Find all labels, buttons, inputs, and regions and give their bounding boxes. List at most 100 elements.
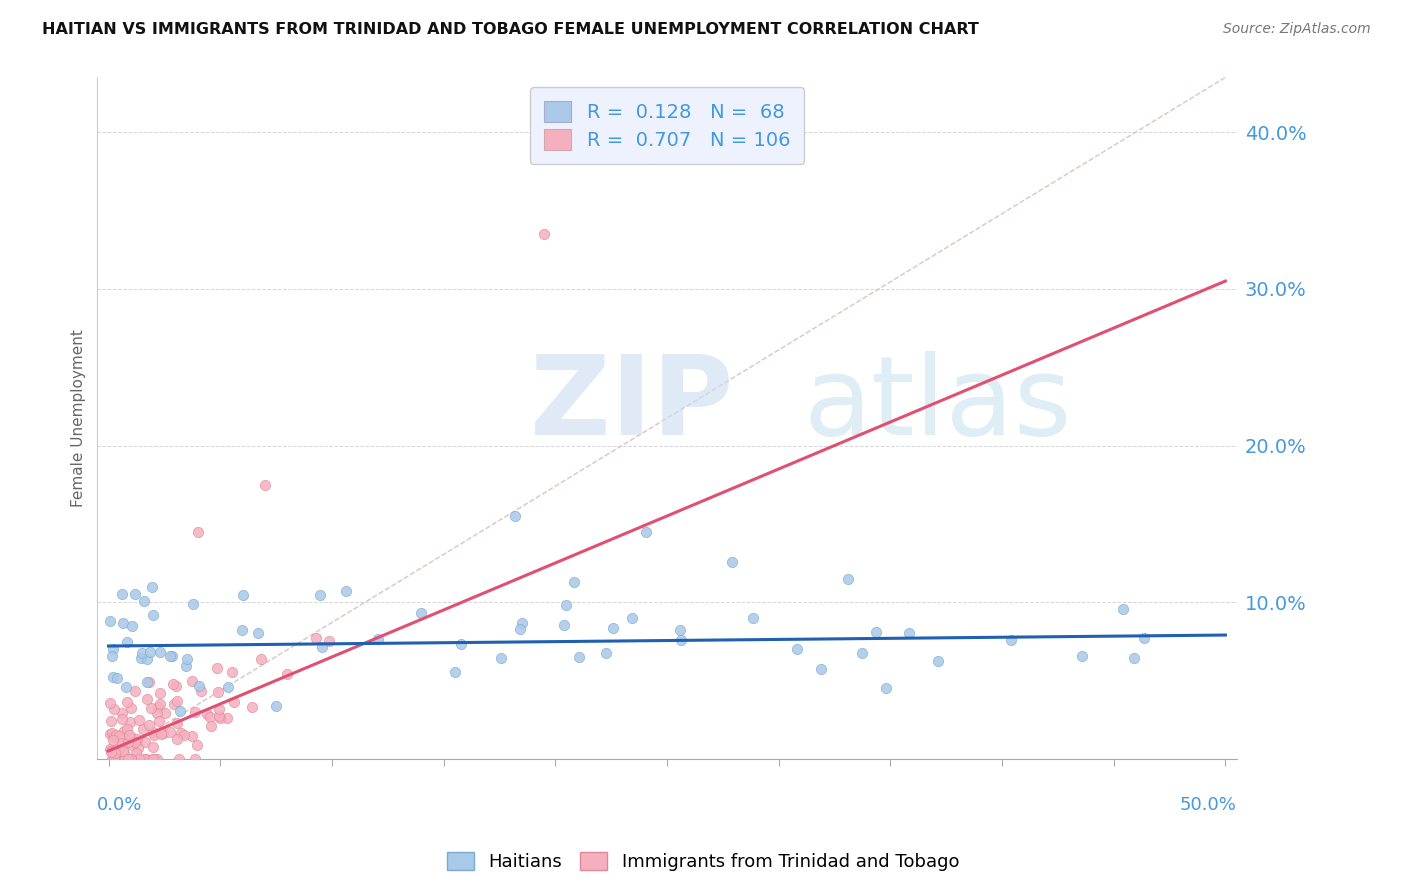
Point bbox=[142, 607, 165, 622]
Point bbox=[112, 746, 135, 760]
Text: ZIP: ZIP bbox=[530, 351, 734, 458]
Point bbox=[195, 707, 218, 722]
Point bbox=[115, 723, 138, 737]
Point bbox=[553, 617, 575, 632]
Point bbox=[120, 701, 142, 715]
Point bbox=[112, 616, 135, 631]
Point bbox=[1112, 602, 1135, 616]
Point bbox=[897, 625, 920, 640]
Point bbox=[136, 652, 159, 666]
Point bbox=[152, 726, 174, 740]
Point bbox=[120, 752, 142, 766]
Point bbox=[103, 752, 125, 766]
Point bbox=[98, 727, 121, 741]
Point bbox=[142, 752, 165, 766]
Point bbox=[875, 681, 897, 695]
Point bbox=[786, 642, 808, 657]
Point bbox=[146, 706, 169, 721]
Point bbox=[810, 662, 832, 676]
Point bbox=[208, 709, 231, 723]
Point bbox=[148, 714, 170, 728]
Text: 50.0%: 50.0% bbox=[1180, 797, 1236, 814]
Point bbox=[141, 700, 163, 714]
Point bbox=[107, 746, 129, 760]
Point bbox=[128, 752, 150, 766]
Point bbox=[309, 588, 332, 602]
Point bbox=[1123, 651, 1146, 665]
Point bbox=[1133, 632, 1156, 646]
Point bbox=[98, 614, 121, 628]
Point bbox=[101, 670, 124, 684]
Point bbox=[208, 702, 231, 716]
Point bbox=[444, 665, 467, 679]
Point bbox=[139, 645, 162, 659]
Point bbox=[555, 598, 578, 612]
Point bbox=[200, 719, 222, 733]
Point bbox=[105, 728, 128, 742]
Point bbox=[837, 572, 859, 586]
Point bbox=[115, 695, 138, 709]
Point bbox=[167, 752, 190, 766]
Point bbox=[246, 626, 269, 640]
Point bbox=[621, 610, 644, 624]
Point bbox=[100, 752, 122, 766]
Point bbox=[114, 752, 136, 766]
Point bbox=[851, 647, 873, 661]
Point bbox=[217, 681, 239, 695]
Point bbox=[276, 667, 298, 681]
Point bbox=[568, 650, 591, 665]
Point bbox=[149, 686, 172, 700]
Point bbox=[231, 624, 253, 638]
Point bbox=[114, 752, 136, 766]
Point bbox=[409, 606, 432, 620]
Point bbox=[335, 584, 357, 599]
Point bbox=[111, 587, 134, 601]
Point bbox=[132, 752, 155, 766]
Point bbox=[208, 711, 231, 725]
Point bbox=[162, 677, 184, 691]
Point bbox=[149, 645, 172, 659]
Point bbox=[121, 738, 143, 752]
Y-axis label: Female Unemployment: Female Unemployment bbox=[72, 329, 86, 507]
Point bbox=[100, 745, 122, 759]
Point bbox=[190, 683, 212, 698]
Point bbox=[101, 648, 124, 663]
Point bbox=[509, 622, 531, 636]
Point bbox=[562, 575, 585, 590]
Legend: R =  0.128   N =  68, R =  0.707   N = 106: R = 0.128 N = 68, R = 0.707 N = 106 bbox=[530, 87, 804, 163]
Point bbox=[143, 752, 166, 766]
Point bbox=[165, 680, 187, 694]
Point bbox=[127, 741, 149, 756]
Point bbox=[112, 744, 135, 758]
Point bbox=[143, 728, 166, 742]
Point bbox=[166, 715, 188, 730]
Point bbox=[188, 679, 211, 693]
Point bbox=[136, 691, 159, 706]
Text: atlas: atlas bbox=[804, 351, 1073, 458]
Point bbox=[742, 611, 765, 625]
Text: HAITIAN VS IMMIGRANTS FROM TRINIDAD AND TOBAGO FEMALE UNEMPLOYMENT CORRELATION C: HAITIAN VS IMMIGRANTS FROM TRINIDAD AND … bbox=[42, 22, 979, 37]
Point bbox=[103, 746, 125, 760]
Point bbox=[135, 752, 157, 766]
Point bbox=[169, 704, 191, 718]
Point bbox=[98, 696, 121, 710]
Point bbox=[155, 706, 177, 720]
Point bbox=[721, 555, 744, 569]
Point bbox=[1071, 649, 1094, 664]
Point bbox=[132, 722, 155, 736]
Point bbox=[533, 227, 555, 241]
Point bbox=[318, 633, 340, 648]
Point bbox=[146, 752, 169, 766]
Point bbox=[264, 698, 287, 713]
Point bbox=[132, 594, 155, 608]
Point bbox=[159, 724, 181, 739]
Point bbox=[101, 642, 124, 657]
Text: 0.0%: 0.0% bbox=[97, 797, 143, 814]
Point bbox=[224, 695, 246, 709]
Legend: Haitians, Immigrants from Trinidad and Tobago: Haitians, Immigrants from Trinidad and T… bbox=[440, 845, 966, 879]
Point bbox=[103, 702, 125, 716]
Point bbox=[1000, 632, 1022, 647]
Point bbox=[232, 588, 254, 602]
Point bbox=[108, 740, 131, 755]
Point bbox=[221, 665, 243, 679]
